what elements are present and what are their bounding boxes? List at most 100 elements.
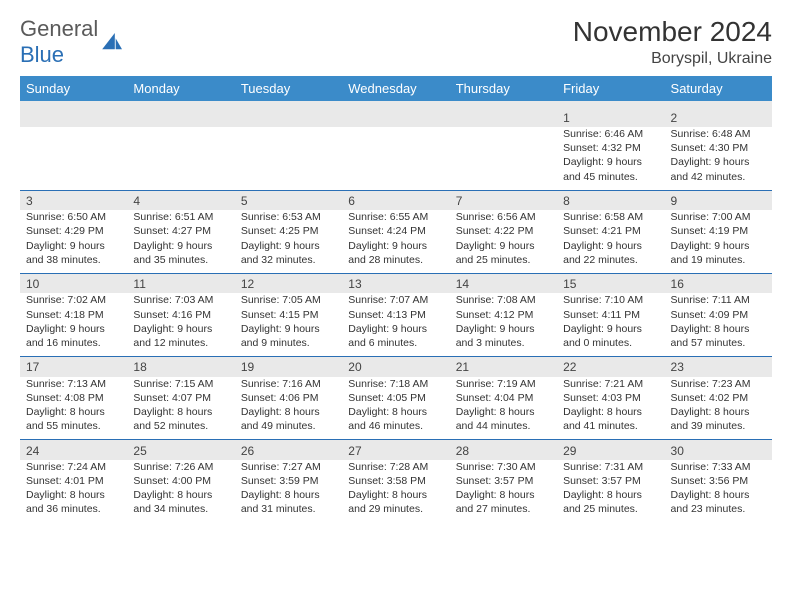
sunrise-text: Sunrise: 6:51 AM [133,210,228,224]
day-number [342,107,449,127]
sunset-text: Sunset: 4:01 PM [26,474,121,488]
daylight-text: Daylight: 9 hours and 38 minutes. [26,239,121,267]
daylight-text: Daylight: 9 hours and 6 minutes. [348,322,443,350]
daynum-row: 24252627282930 [20,440,772,460]
sunset-text: Sunset: 4:05 PM [348,391,443,405]
page-title: November 2024 [573,16,772,48]
day-number: 1 [557,107,664,127]
sunrise-text: Sunrise: 7:26 AM [133,460,228,474]
daynum-row: 10111213141516 [20,273,772,293]
daylight-text: Daylight: 8 hours and 27 minutes. [456,488,551,516]
sunrise-text: Sunrise: 7:30 AM [456,460,551,474]
day-number: 27 [342,440,449,460]
day-number: 13 [342,273,449,293]
day-cell: Sunrise: 7:02 AMSunset: 4:18 PMDaylight:… [20,293,127,356]
daylight-text: Daylight: 9 hours and 32 minutes. [241,239,336,267]
day-number: 29 [557,440,664,460]
sunset-text: Sunset: 4:09 PM [671,308,766,322]
sunset-text: Sunset: 3:57 PM [563,474,658,488]
day-number [235,107,342,127]
day-cell: Sunrise: 7:33 AMSunset: 3:56 PMDaylight:… [665,460,772,523]
day-number: 7 [450,190,557,210]
week-row: Sunrise: 6:50 AMSunset: 4:29 PMDaylight:… [20,210,772,273]
day-number: 17 [20,357,127,377]
sunrise-text: Sunrise: 7:03 AM [133,293,228,307]
page-subtitle: Boryspil, Ukraine [573,50,772,68]
daylight-text: Daylight: 9 hours and 35 minutes. [133,239,228,267]
day-header-tuesday: Tuesday [235,76,342,101]
sunset-text: Sunset: 4:15 PM [241,308,336,322]
sunset-text: Sunset: 4:27 PM [133,224,228,238]
day-header-thursday: Thursday [450,76,557,101]
day-header-monday: Monday [127,76,234,101]
sunrise-text: Sunrise: 7:08 AM [456,293,551,307]
sunrise-text: Sunrise: 6:48 AM [671,127,766,141]
sunset-text: Sunset: 4:13 PM [348,308,443,322]
sunrise-text: Sunrise: 7:10 AM [563,293,658,307]
day-cell: Sunrise: 7:30 AMSunset: 3:57 PMDaylight:… [450,460,557,523]
day-cell: Sunrise: 7:19 AMSunset: 4:04 PMDaylight:… [450,377,557,440]
day-cell: Sunrise: 7:27 AMSunset: 3:59 PMDaylight:… [235,460,342,523]
day-number [127,107,234,127]
brand-part1: General [20,16,98,41]
sunset-text: Sunset: 4:06 PM [241,391,336,405]
sunrise-text: Sunrise: 6:50 AM [26,210,121,224]
day-number: 2 [665,107,772,127]
daylight-text: Daylight: 8 hours and 34 minutes. [133,488,228,516]
day-number: 24 [20,440,127,460]
day-header-saturday: Saturday [665,76,772,101]
daylight-text: Daylight: 9 hours and 22 minutes. [563,239,658,267]
sail-icon [102,33,124,51]
day-number: 18 [127,357,234,377]
week-row: Sunrise: 7:02 AMSunset: 4:18 PM Daylight:… [20,293,772,356]
daylight-text: Daylight: 9 hours and 3 minutes. [456,322,551,350]
sunset-text: Sunset: 3:56 PM [671,474,766,488]
sunset-text: Sunset: 4:12 PM [456,308,551,322]
day-number: 12 [235,273,342,293]
day-cell: Sunrise: 7:03 AMSunset: 4:16 PMDaylight:… [127,293,234,356]
day-header-friday: Friday [557,76,664,101]
day-cell: Sunrise: 7:26 AMSunset: 4:00 PMDaylight:… [127,460,234,523]
day-cell: Sunrise: 6:58 AMSunset: 4:21 PMDaylight:… [557,210,664,273]
sunset-text: Sunset: 4:18 PM [26,308,121,322]
sunset-text: Sunset: 4:03 PM [563,391,658,405]
sunrise-text: Sunrise: 7:19 AM [456,377,551,391]
daylight-text: Daylight: 9 hours and 9 minutes. [241,322,336,350]
sunrise-text: Sunrise: 6:58 AM [563,210,658,224]
sunrise-text: Sunrise: 7:02 AM [26,293,121,307]
day-cell: Sunrise: 6:55 AMSunset: 4:24 PMDaylight:… [342,210,449,273]
day-number: 8 [557,190,664,210]
day-cell: Sunrise: 7:00 AMSunset: 4:19 PMDaylight:… [665,210,772,273]
day-number: 15 [557,273,664,293]
daylight-text: Daylight: 9 hours and 42 minutes. [671,155,766,183]
sunset-text: Sunset: 4:16 PM [133,308,228,322]
day-number: 3 [20,190,127,210]
daylight-text: Daylight: 8 hours and 46 minutes. [348,405,443,433]
sunrise-text: Sunrise: 6:46 AM [563,127,658,141]
sunrise-text: Sunrise: 6:53 AM [241,210,336,224]
brand-text: General Blue [20,16,98,68]
brand-logo: General Blue [20,16,124,68]
daylight-text: Daylight: 8 hours and 36 minutes. [26,488,121,516]
day-header-sunday: Sunday [20,76,127,101]
sunset-text: Sunset: 4:30 PM [671,141,766,155]
day-number: 30 [665,440,772,460]
sunrise-text: Sunrise: 7:15 AM [133,377,228,391]
day-number: 19 [235,357,342,377]
day-cell: Sunrise: 7:28 AMSunset: 3:58 PMDaylight:… [342,460,449,523]
day-number [450,107,557,127]
day-cell: Sunrise: 7:15 AMSunset: 4:07 PMDaylight:… [127,377,234,440]
daylight-text: Daylight: 9 hours and 25 minutes. [456,239,551,267]
day-number: 11 [127,273,234,293]
daylight-text: Daylight: 9 hours and 28 minutes. [348,239,443,267]
daylight-text: Daylight: 8 hours and 25 minutes. [563,488,658,516]
sunset-text: Sunset: 4:21 PM [563,224,658,238]
day-number: 20 [342,357,449,377]
day-cell: Sunrise: 7:23 AMSunset: 4:02 PMDaylight:… [665,377,772,440]
daylight-text: Daylight: 8 hours and 29 minutes. [348,488,443,516]
day-cell: Sunrise: 6:56 AMSunset: 4:22 PMDaylight:… [450,210,557,273]
day-cell: Sunrise: 6:50 AMSunset: 4:29 PMDaylight:… [20,210,127,273]
day-number: 9 [665,190,772,210]
daylight-text: Daylight: 8 hours and 39 minutes. [671,405,766,433]
day-header-row: SundayMondayTuesdayWednesdayThursdayFrid… [20,76,772,101]
